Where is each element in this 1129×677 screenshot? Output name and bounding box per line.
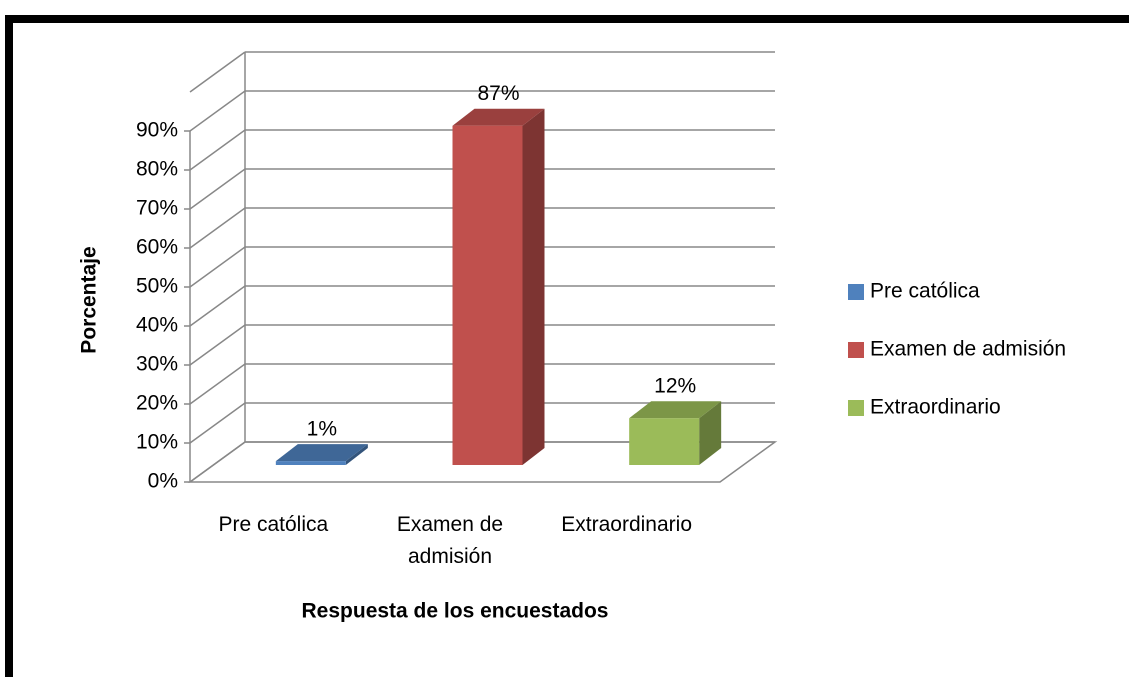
y-tick-label: 50% <box>136 275 178 298</box>
grid-line <box>189 285 775 327</box>
bar-side <box>699 401 722 465</box>
grid-line <box>189 324 775 366</box>
legend-label: Examen de admisión <box>870 338 1066 361</box>
y-tick-label: 0% <box>148 470 178 493</box>
y-tick-label: 20% <box>136 392 178 415</box>
side-wall-top <box>189 51 246 93</box>
bar-side <box>522 108 545 465</box>
grid-line <box>189 246 775 288</box>
chart-frame <box>5 15 1129 677</box>
y-tick-label: 90% <box>136 119 178 142</box>
bar-side <box>345 444 368 465</box>
grid-line <box>189 402 775 444</box>
bar <box>629 418 700 465</box>
legend-swatch <box>848 400 864 416</box>
legend-label: Extraordinario <box>870 396 1001 419</box>
y-tick-label: 70% <box>136 197 178 220</box>
y-axis-label: Porcentaje <box>78 246 101 353</box>
legend-label: Pre católica <box>870 280 980 303</box>
grid-line <box>189 441 775 483</box>
bar-top <box>275 444 368 462</box>
value-label: 87% <box>477 82 519 105</box>
y-tick-label: 60% <box>136 236 178 259</box>
bar-top <box>629 401 722 419</box>
grid-line <box>189 168 775 210</box>
x-axis-label: Respuesta de los encuestados <box>302 600 609 623</box>
y-tick-label: 30% <box>136 353 178 376</box>
x-tick-label: Pre católica <box>218 513 329 536</box>
grid-line <box>189 207 775 249</box>
bar-top <box>452 108 545 126</box>
grid-line <box>189 129 775 171</box>
y-tick-label: 40% <box>136 314 178 337</box>
y-tick-label: 80% <box>136 158 178 181</box>
bar <box>275 461 346 465</box>
grid-line <box>189 363 775 405</box>
x-tick-label: Extraordinario <box>561 513 693 536</box>
bar <box>452 125 523 465</box>
value-label: 1% <box>307 418 337 441</box>
x-tick-label: Examen de admisión <box>396 513 504 568</box>
value-label: 12% <box>654 375 696 398</box>
legend-swatch <box>848 284 864 300</box>
legend-swatch <box>848 342 864 358</box>
y-tick-label: 10% <box>136 431 178 454</box>
grid-line <box>189 90 775 132</box>
